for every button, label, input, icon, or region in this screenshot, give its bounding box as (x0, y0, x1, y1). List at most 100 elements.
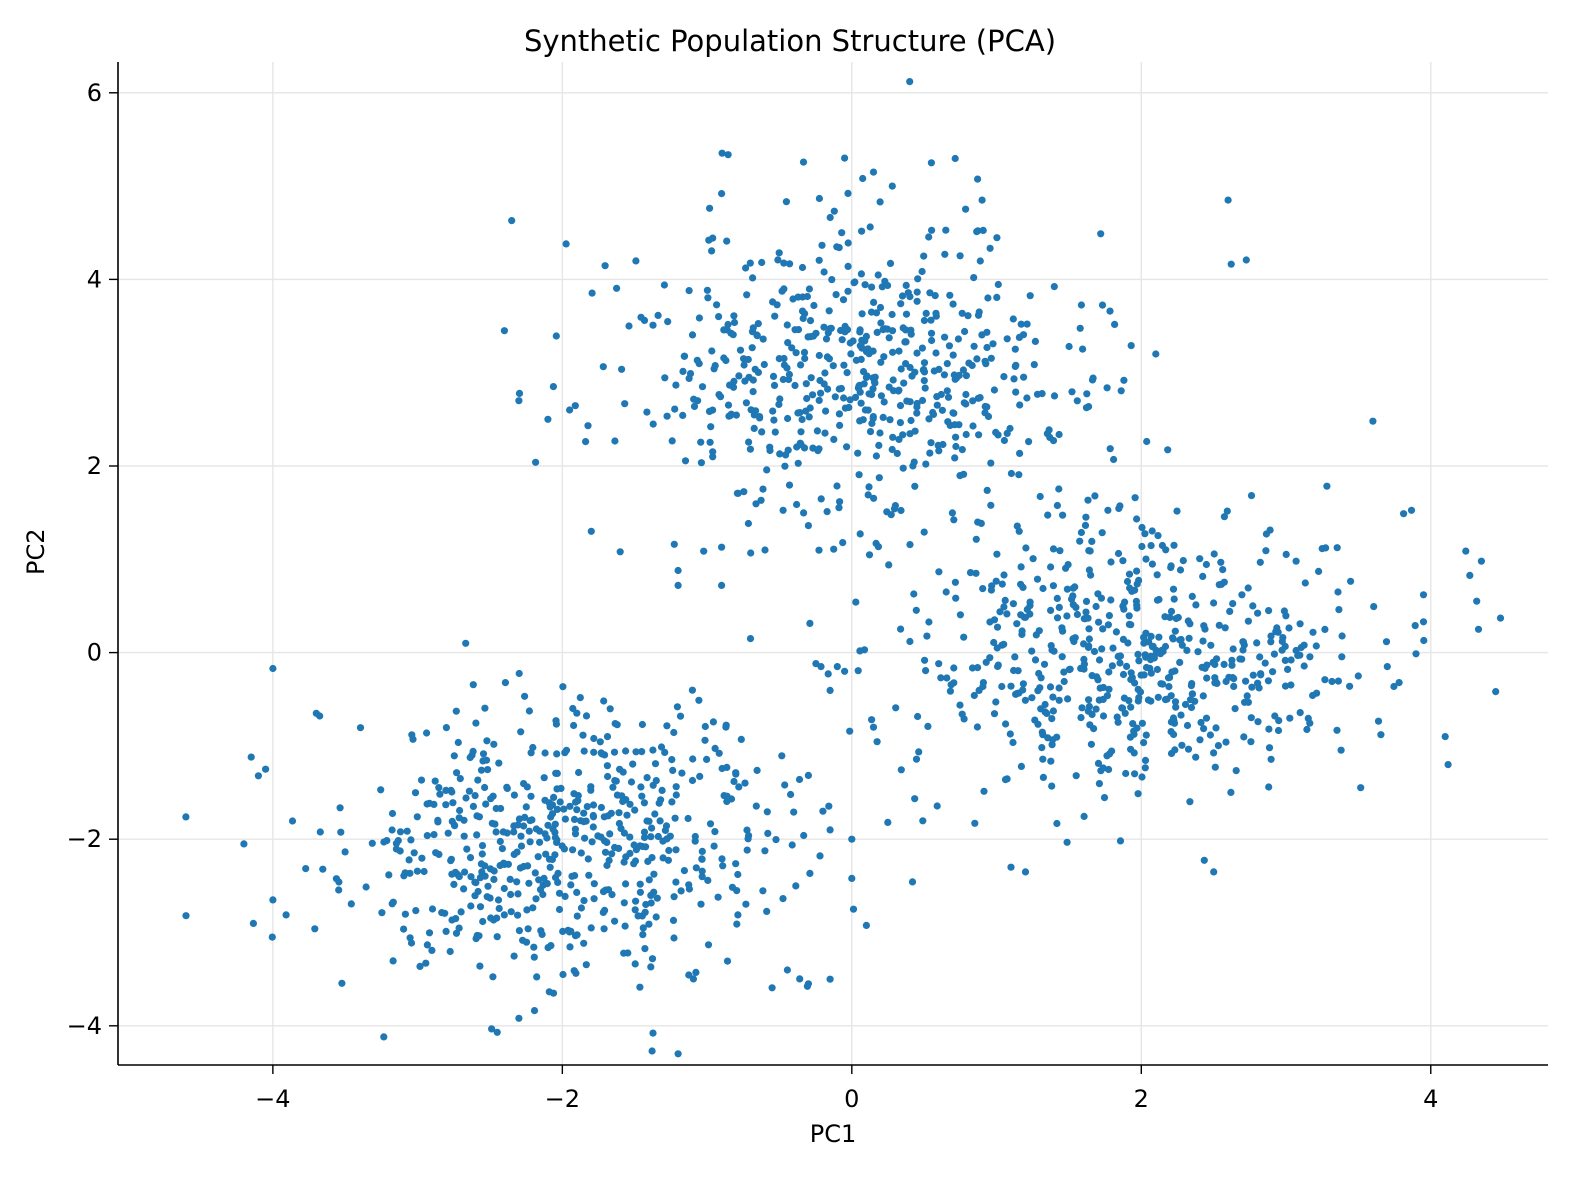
data-point (606, 830, 614, 838)
data-point (1003, 335, 1011, 343)
data-point (1038, 744, 1046, 752)
data-point (749, 324, 757, 332)
data-point (1167, 562, 1175, 570)
data-point (469, 802, 477, 811)
data-point (247, 753, 255, 761)
data-point (1249, 671, 1257, 679)
data-point (839, 296, 848, 304)
data-point (555, 905, 564, 914)
data-point (1159, 646, 1167, 655)
data-point (752, 500, 760, 508)
data-point (920, 528, 928, 536)
data-point (1103, 752, 1111, 760)
data-point (1095, 618, 1103, 626)
data-point (488, 819, 496, 827)
data-point (806, 869, 814, 878)
data-point (1200, 622, 1208, 630)
data-point (973, 228, 981, 236)
data-point (521, 692, 529, 700)
data-point (450, 752, 458, 760)
data-point (1281, 656, 1289, 665)
data-point (385, 871, 393, 879)
data-point (405, 856, 413, 864)
data-point (799, 314, 807, 322)
data-point (790, 808, 798, 816)
data-point (1265, 725, 1273, 733)
data-point (1206, 731, 1214, 739)
data-point (1130, 730, 1138, 738)
data-point (1019, 680, 1027, 688)
data-point (989, 340, 997, 348)
data-point (913, 288, 921, 296)
data-point (1244, 698, 1252, 706)
data-point (873, 738, 881, 746)
data-point (632, 897, 640, 905)
data-point (1200, 725, 1208, 733)
data-point (759, 887, 767, 895)
data-point (1400, 510, 1408, 518)
data-point (889, 348, 897, 356)
data-point (975, 431, 983, 439)
data-point (1035, 627, 1043, 635)
data-point (1267, 632, 1275, 640)
data-point (611, 917, 619, 925)
data-point (823, 508, 831, 516)
data-point (1315, 567, 1323, 576)
data-point (1108, 662, 1116, 670)
data-point (1026, 598, 1034, 606)
data-point (1079, 345, 1087, 353)
data-point (545, 988, 553, 996)
data-point (536, 827, 544, 835)
data-point (481, 872, 489, 880)
data-point (1049, 693, 1057, 701)
data-point (745, 438, 753, 446)
data-point (640, 828, 649, 836)
data-point (624, 949, 632, 957)
data-point (1253, 639, 1261, 647)
data-point (571, 872, 579, 880)
data-point (1171, 698, 1180, 706)
data-point (619, 797, 627, 806)
data-point (732, 770, 740, 778)
data-point (517, 842, 526, 850)
data-point (742, 399, 751, 407)
data-point (1143, 437, 1151, 446)
data-point (1192, 601, 1200, 609)
data-point (1098, 529, 1106, 537)
data-point (590, 748, 598, 756)
data-point (636, 880, 644, 888)
data-point (1296, 620, 1304, 628)
data-point (822, 335, 831, 343)
data-point (1142, 638, 1150, 646)
data-point (451, 822, 459, 830)
data-point (469, 747, 477, 756)
data-point (993, 234, 1001, 242)
data-point (820, 268, 828, 276)
data-point (643, 774, 651, 782)
data-point (875, 441, 883, 449)
data-point (810, 301, 818, 310)
data-point (759, 335, 767, 343)
data-point (876, 429, 884, 437)
data-point (920, 368, 929, 376)
data-point (703, 286, 712, 294)
data-point (788, 344, 796, 352)
data-point (876, 303, 885, 312)
data-point (484, 882, 492, 890)
data-point (488, 1025, 496, 1033)
data-point (1053, 614, 1062, 622)
data-point (1099, 683, 1108, 692)
data-point (1011, 345, 1019, 353)
data-point (562, 240, 570, 248)
data-point (805, 413, 813, 421)
data-point (1029, 555, 1037, 563)
data-point (644, 857, 652, 866)
data-point (825, 802, 833, 810)
data-point (620, 899, 628, 907)
data-point (1383, 663, 1391, 671)
data-point (1053, 501, 1061, 510)
data-point (452, 707, 460, 715)
data-point (1001, 776, 1010, 784)
data-point (341, 848, 349, 856)
data-point (1135, 694, 1143, 702)
